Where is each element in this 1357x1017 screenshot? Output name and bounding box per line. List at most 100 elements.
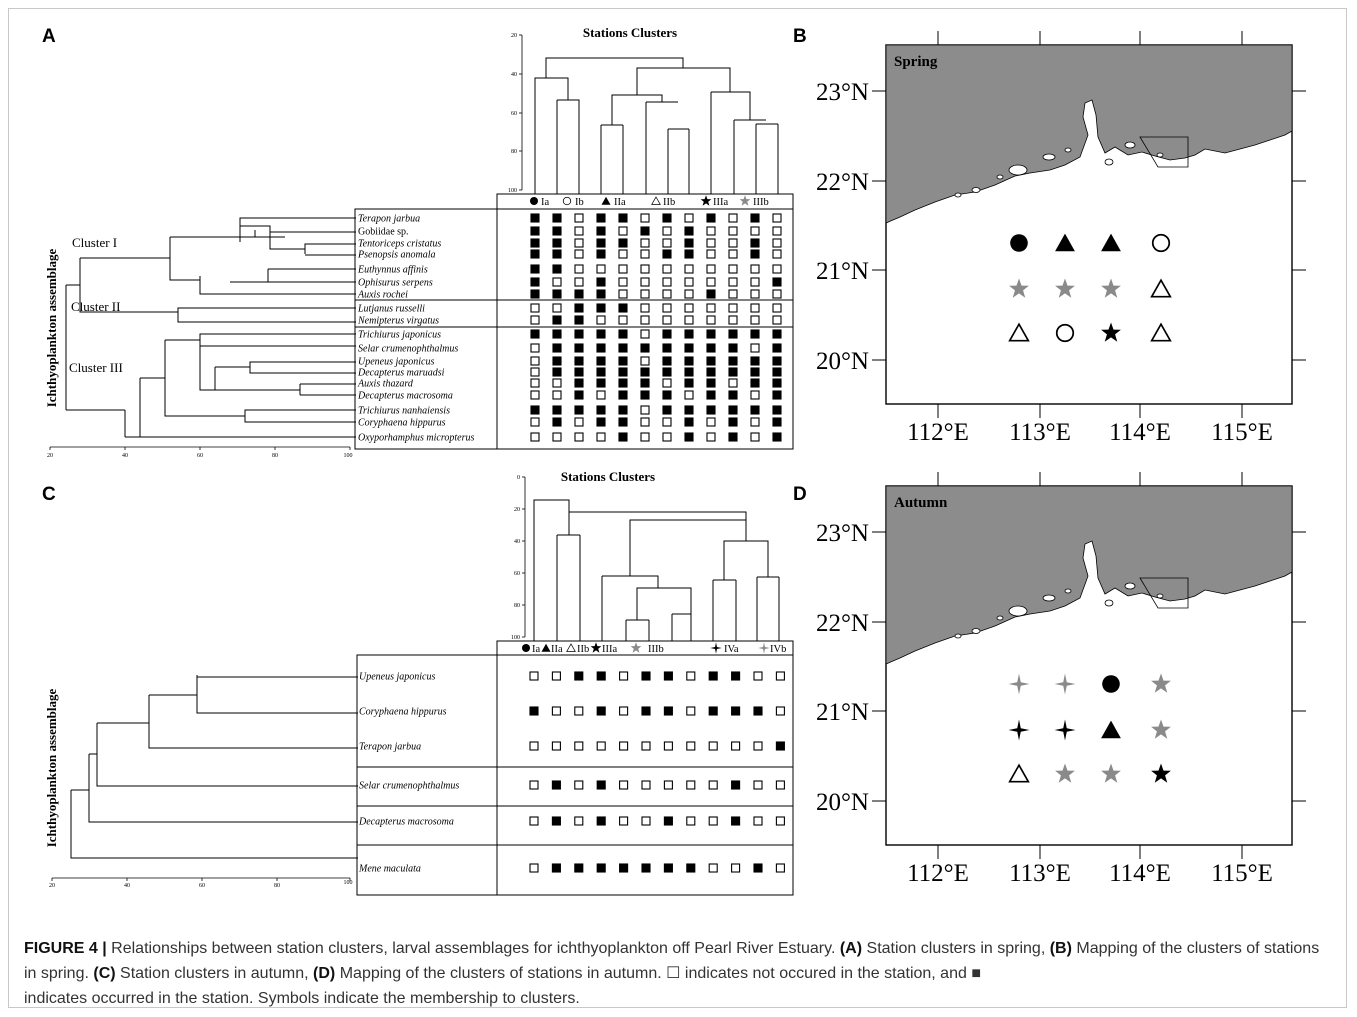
occurrence-cell-present xyxy=(551,780,561,790)
legend-label: IIa xyxy=(614,197,626,208)
occurrence-cell-absent xyxy=(728,303,738,313)
occurrence-cell-present xyxy=(641,863,651,873)
figure-caption: FIGURE 4 | Relationships between station… xyxy=(24,936,1334,1011)
occurrence-cell-present xyxy=(772,378,782,388)
species-name: Selar crumenophthalmus xyxy=(359,781,459,792)
occurrence-cell-present xyxy=(574,343,584,353)
occurrence-cell-present xyxy=(686,863,696,873)
occurrence-cell-absent xyxy=(662,417,672,427)
occurrence-cell-absent xyxy=(772,213,782,223)
legend-label: IIIa xyxy=(602,644,617,655)
occurrence-cell-absent xyxy=(619,780,629,790)
tick-label: 100 xyxy=(344,880,353,886)
occurrence-cell-absent xyxy=(686,816,696,826)
tick-label: 40 xyxy=(511,72,517,78)
species-name: Gobiidae sp. xyxy=(358,227,409,238)
species-name: Oxyporhamphus micropterus xyxy=(358,433,474,444)
lat-label: 23°N xyxy=(816,520,869,547)
occurrence-cell-present xyxy=(772,277,782,287)
panel-a-species-dendrogram xyxy=(65,217,356,438)
occurrence-cell-present xyxy=(684,329,694,339)
caption-note-1: ☐ indicates not occured in the station, … xyxy=(666,965,981,982)
occurrence-cell-present xyxy=(574,356,584,366)
occurrence-cell-present xyxy=(574,315,584,325)
panel-a-title: Stations Clusters xyxy=(583,25,677,40)
occurrence-cell-present xyxy=(618,432,628,442)
lon-label: 115°E xyxy=(1211,419,1273,446)
caption-part-c-label: (C) xyxy=(93,965,116,982)
occurrence-cell-absent xyxy=(708,816,718,826)
occurrence-cell-present xyxy=(750,329,760,339)
caption-intro: Relationships between station clusters, … xyxy=(111,940,836,957)
occurrence-cell-present xyxy=(708,706,718,716)
occurrence-cell-absent xyxy=(530,417,540,427)
occurrence-cell-absent xyxy=(619,671,629,681)
panel-a-letter: A xyxy=(42,26,56,47)
occurrence-cell-present xyxy=(618,238,628,248)
occurrence-cell-present xyxy=(775,741,785,751)
occurrence-cell-present xyxy=(618,417,628,427)
occurrence-cell-absent xyxy=(530,356,540,366)
occurrence-cell-absent xyxy=(753,671,763,681)
occurrence-cell-present xyxy=(663,706,673,716)
occurrence-cell-absent xyxy=(753,741,763,751)
tick-label: 60 xyxy=(511,111,517,117)
occurrence-cell-absent xyxy=(640,417,650,427)
cluster-label-2: Cluster II xyxy=(71,299,120,314)
tick-label: 20 xyxy=(47,453,53,459)
occurrence-cell-absent xyxy=(708,863,718,873)
tick-label: 80 xyxy=(511,149,517,155)
occurrence-cell-absent xyxy=(529,671,539,681)
panel-a-occurrence-cells xyxy=(530,213,782,442)
occurrence-cell-absent xyxy=(750,226,760,236)
occurrence-cell-absent xyxy=(618,226,628,236)
species-name: Nemipterus virgatus xyxy=(357,316,439,327)
occurrence-cell-absent xyxy=(772,303,782,313)
occurrence-cell-absent xyxy=(750,417,760,427)
panel-c-species-list: Upeneus japonicus Coryphaena hippurus Tera… xyxy=(358,672,459,875)
lon-label: 113°E xyxy=(1009,419,1071,446)
panel-a-cluster-labels: Cluster I Cluster II Cluster III xyxy=(69,235,123,375)
occurrence-cell-present xyxy=(728,417,738,427)
occurrence-cell-absent xyxy=(618,277,628,287)
tick-label: 60 xyxy=(199,883,205,889)
panel-a-station-dendrogram xyxy=(534,57,779,196)
caption-part-b-label: (B) xyxy=(1049,940,1072,957)
occurrence-cell-present xyxy=(596,277,606,287)
cluster-label-1: Cluster I xyxy=(72,235,117,250)
occurrence-cell-present xyxy=(640,226,650,236)
map-season-label: Spring xyxy=(894,54,938,70)
species-name: Auxis thazard xyxy=(357,379,414,390)
lon-label: 114°E xyxy=(1109,419,1171,446)
occurrence-cell-absent xyxy=(619,741,629,751)
occurrence-cell-absent xyxy=(686,706,696,716)
legend-label: IIIb xyxy=(753,197,769,208)
occurrence-cell-present xyxy=(706,289,716,299)
island xyxy=(1064,147,1072,153)
panel-c: C Stations Clusters Ichthyoplankton asse… xyxy=(42,469,794,896)
tick-label: 80 xyxy=(514,603,520,609)
occurrence-cell-present xyxy=(706,329,716,339)
occurrence-cell-present xyxy=(772,356,782,366)
island xyxy=(1156,593,1164,599)
occurrence-cell-absent xyxy=(574,741,584,751)
occurrence-cell-absent xyxy=(618,289,628,299)
occurrence-cell-absent xyxy=(684,390,694,400)
occurrence-cell-present xyxy=(750,356,760,366)
species-name: Trichiurus japonicus xyxy=(358,330,441,341)
occurrence-cell-present xyxy=(596,356,606,366)
occurrence-cell-present xyxy=(706,356,716,366)
occurrence-cell-absent xyxy=(750,432,760,442)
island xyxy=(1042,153,1056,161)
species-name: Selar crumenophthalmus xyxy=(358,344,458,355)
occurrence-cell-present xyxy=(618,213,628,223)
occurrence-cell-present xyxy=(753,863,763,873)
occurrence-cell-present xyxy=(750,238,760,248)
occurrence-cell-present xyxy=(574,378,584,388)
species-name: Tentoriceps cristatus xyxy=(358,239,441,250)
occurrence-cell-present xyxy=(684,367,694,377)
occurrence-cell-present xyxy=(552,343,562,353)
island xyxy=(1064,588,1072,594)
species-name: Lutjanus russelli xyxy=(357,304,425,315)
occurrence-cell-present xyxy=(529,706,539,716)
